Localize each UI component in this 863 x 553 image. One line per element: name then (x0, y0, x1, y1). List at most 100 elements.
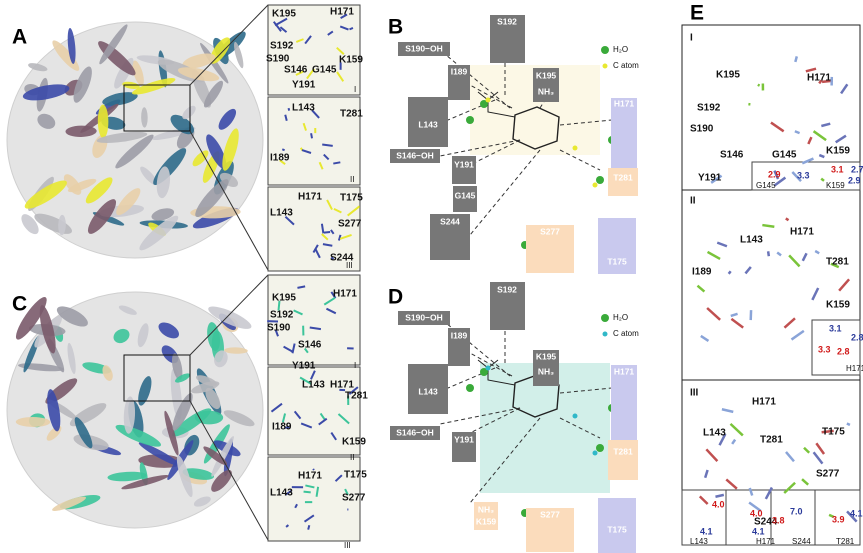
connector (812, 130, 827, 142)
box (452, 432, 476, 462)
helix (234, 41, 244, 69)
connector (801, 252, 808, 262)
residue-label: NH₃ (478, 504, 494, 514)
connector (766, 251, 771, 257)
helix (73, 66, 92, 103)
residue-label: T175 (340, 193, 363, 204)
connector (284, 215, 295, 226)
connector (706, 250, 721, 261)
residue-label: S244 (440, 216, 460, 226)
connector (315, 486, 320, 497)
panel-label: B (388, 16, 403, 39)
box (398, 42, 450, 56)
distance-label: 3.8 (772, 515, 785, 525)
residue-label: T281 (345, 391, 368, 402)
residue-label: S277 (342, 493, 366, 504)
box (408, 364, 448, 414)
residue-label: T175 (607, 524, 627, 534)
connector (337, 413, 350, 425)
connector (281, 148, 285, 152)
helix (37, 113, 56, 129)
connector (306, 68, 315, 80)
connector (815, 442, 826, 455)
helix (218, 108, 237, 130)
helix (137, 323, 149, 348)
connector (469, 149, 541, 236)
zoom-box (123, 354, 191, 402)
box (526, 508, 574, 552)
connector (348, 386, 359, 395)
residue-label: S244 (792, 537, 811, 546)
residue-label: II (350, 453, 354, 462)
water (466, 384, 474, 392)
residue-label: S192 (497, 16, 517, 26)
connector (285, 524, 290, 528)
box (390, 426, 440, 440)
residue-label: T281 (340, 109, 363, 120)
distance-label: 2.7 (851, 164, 863, 174)
residue-label: S192 (270, 41, 294, 52)
residue-label: S146−OH (396, 150, 434, 160)
water (596, 444, 604, 452)
helix (222, 128, 239, 171)
connector (811, 287, 820, 301)
water (480, 100, 488, 108)
connector (320, 223, 325, 234)
connector (312, 468, 315, 471)
helix (196, 375, 217, 387)
connector (730, 312, 738, 318)
distance-label: 2.9 (848, 175, 861, 185)
residue-label: K195 (272, 293, 296, 304)
helix (67, 342, 76, 374)
distance-label: 4.1 (700, 526, 713, 536)
connector (469, 407, 521, 434)
helix (102, 365, 113, 381)
residue-label: S277 (540, 509, 560, 519)
inset-frame (267, 274, 361, 366)
connector (439, 49, 511, 109)
residue-label: S190−OH (405, 43, 443, 53)
helix (177, 67, 220, 82)
connector (270, 402, 283, 413)
connector (323, 230, 331, 234)
distance-label: 3.1 (829, 323, 842, 333)
residue-label: K195 (536, 70, 557, 80)
residue-label: T281 (613, 446, 633, 456)
residue-label: I (690, 33, 693, 44)
connector (703, 469, 709, 479)
connector (310, 133, 314, 139)
box (490, 282, 525, 330)
residue-label: H171 (807, 73, 831, 84)
connector (310, 370, 316, 380)
residue-label: H₂O (613, 313, 628, 322)
connector (744, 266, 752, 275)
connector (318, 417, 328, 426)
helix (138, 442, 181, 467)
connector (748, 487, 754, 496)
residue-label: S277 (816, 469, 840, 480)
distance-label: 3.9 (832, 514, 845, 524)
connector (770, 121, 785, 133)
distance-label: 3.1 (831, 164, 844, 174)
connector (340, 13, 348, 19)
helix (56, 306, 88, 327)
residue-label: T281 (826, 257, 849, 268)
box (408, 97, 448, 147)
connector (559, 387, 613, 394)
residue-label: I189 (451, 66, 468, 76)
box (608, 168, 638, 196)
connector (305, 484, 315, 489)
connector (293, 309, 303, 316)
box (611, 98, 637, 178)
connector (322, 143, 333, 147)
connector (469, 352, 513, 377)
water (480, 368, 488, 376)
connector (715, 493, 725, 498)
connector (309, 326, 322, 331)
connector (718, 433, 727, 446)
connector (821, 429, 834, 434)
residue-label: K159 (826, 146, 850, 157)
connector (700, 334, 710, 342)
residue-label: T281 (760, 435, 783, 446)
